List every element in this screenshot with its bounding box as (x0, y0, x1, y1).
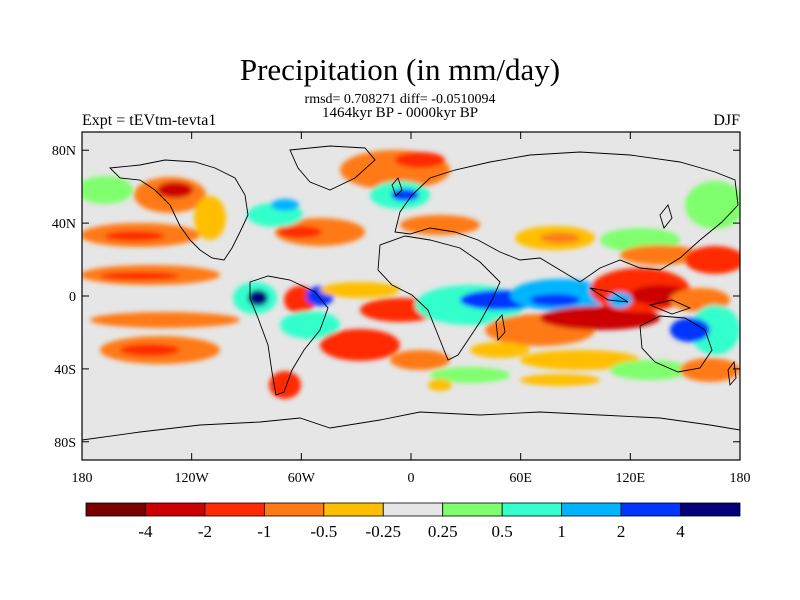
anomaly-field (82, 150, 740, 399)
coastlines (82, 145, 740, 441)
coastline-new-zealand (727, 360, 737, 387)
anomaly-patch (430, 367, 510, 383)
anomaly-patch (608, 292, 632, 308)
colorbar-swatch (204, 502, 265, 517)
lon-tick-label: 120E (616, 471, 646, 486)
anomaly-patch (320, 329, 400, 361)
colorbar-label: -1 (257, 522, 271, 541)
colorbar-swatch (323, 502, 384, 517)
colorbar-label: 1 (557, 522, 566, 541)
colorbar-swatch (85, 502, 146, 517)
lon-tick-label: 60E (509, 471, 532, 486)
coastline-africa (377, 235, 501, 361)
anomaly-patch (100, 272, 180, 280)
anomaly-patch (530, 294, 580, 306)
anomaly-patch (680, 358, 740, 382)
coastline-eurasia (394, 151, 739, 283)
colorbar-swatch (680, 502, 741, 517)
anomaly-patch (194, 196, 226, 240)
lat-tick-label: 40N (52, 217, 76, 232)
lat-tick-label: 0 (69, 290, 76, 305)
coastline-madagascar (495, 313, 506, 342)
colorbar-label: -0.5 (310, 522, 337, 541)
period-label: 1464kyr BP - 0000kyr BP (321, 105, 479, 121)
anomaly-patch (470, 342, 530, 358)
anomaly-patch (620, 245, 700, 265)
anomaly-patch (320, 282, 400, 298)
coastline-japan (659, 204, 673, 229)
anomaly-patch (271, 199, 299, 211)
colorbar-label: 2 (617, 522, 626, 541)
colorbar-swatch (442, 502, 503, 517)
coastline-antarctica (82, 411, 740, 441)
colorbar: -4 -2 -1 -0.5 -0.25 0.25 0.5 1 2 4 (85, 502, 741, 541)
anomaly-patch (395, 152, 445, 168)
colorbar-label: -0.25 (366, 522, 401, 541)
coastline-south-america (249, 275, 329, 396)
anomaly-patch (690, 305, 740, 355)
colorbar-swatch (620, 502, 681, 517)
anomaly-patch (670, 318, 710, 342)
coastline-indonesia (589, 287, 629, 303)
colorbar-label: -4 (138, 522, 153, 541)
figure-title: Precipitation (in mm/day) (239, 52, 561, 87)
lat-tick-label: 80S (54, 436, 76, 451)
colorbar-label: -2 (198, 522, 212, 541)
experiment-label: Expt = tEVtm-tevta1 (82, 112, 217, 129)
lat-tick-label: 40S (54, 363, 76, 378)
anomaly-patch (520, 350, 640, 370)
coastline-greenland (289, 145, 376, 191)
anomaly-patch (540, 306, 660, 330)
coastline-australia (639, 315, 713, 373)
anomaly-patch (82, 176, 133, 204)
anomaly-patch (520, 374, 600, 386)
season-label: DJF (713, 112, 740, 129)
anomaly-patch (390, 350, 450, 370)
anomaly-patch (157, 182, 193, 198)
lon-tick-label: 60W (288, 471, 316, 486)
colorbar-swatch (382, 502, 444, 517)
colorbar-swatch (501, 502, 563, 517)
lon-tick-label: 0 (408, 471, 415, 486)
stats-label: rmsd= 0.708271 diff= -0.0510094 (304, 92, 496, 107)
anomaly-patch (400, 215, 480, 235)
lon-tick-label: 180 (730, 471, 751, 486)
anomaly-patch (90, 312, 240, 328)
anomaly-patch (278, 226, 322, 238)
anomaly-patch (610, 360, 690, 380)
lon-tick-label: 180 (72, 471, 93, 486)
colorbar-swatch (263, 502, 325, 517)
anomaly-patch (269, 371, 301, 399)
anomaly-patch (120, 344, 180, 356)
colorbar-label: 0.5 (492, 522, 513, 541)
map-axes: 180 120W 60W 0 60E 120E 180 80N 40N 0 40S 80S (52, 132, 751, 486)
anomaly-patch (685, 246, 740, 274)
coastline-north-america (109, 159, 249, 261)
colorbar-swatch (561, 502, 622, 517)
anomaly-patch (428, 379, 452, 391)
anomaly-patch (105, 231, 165, 241)
anomaly-patch (391, 189, 419, 201)
anomaly-patch (248, 290, 268, 306)
colorbar-swatch (145, 502, 206, 517)
lat-tick-label: 80N (52, 144, 76, 159)
colorbar-label: 0.25 (428, 522, 458, 541)
coastline-uk (391, 177, 403, 197)
colorbar-label: 4 (676, 522, 685, 541)
anomaly-patch (540, 233, 580, 243)
anomaly-patch (280, 311, 340, 339)
lon-tick-label: 120W (175, 471, 210, 486)
coastline-new-guinea (648, 299, 692, 315)
